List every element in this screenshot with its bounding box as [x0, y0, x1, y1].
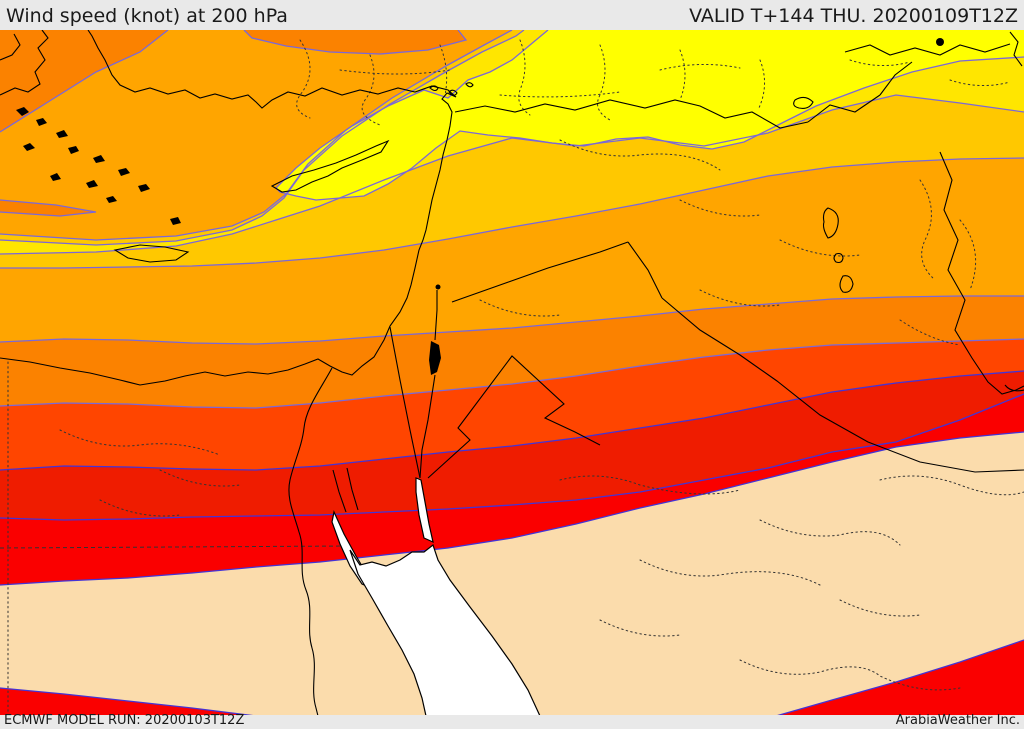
- sea-of-galilee: [435, 284, 441, 290]
- crete-island: [113, 244, 190, 263]
- patch-dark-orange-topcenter: [244, 30, 466, 54]
- israel-jordan-border: [419, 290, 438, 479]
- jordan-saudi-border: [427, 355, 601, 479]
- credit-bar: ECMWF MODEL RUN: 20200103T12Z ArabiaWeat…: [0, 713, 1024, 729]
- iraq-saudi-border: [661, 297, 1024, 473]
- lake-van: [793, 96, 814, 109]
- contour-lines-blue: [0, 370, 1024, 715]
- greece-coast: [0, 30, 49, 96]
- egypt-israel-border: [389, 326, 421, 479]
- iraq-lakes: [833, 252, 854, 293]
- coastlines-borders: [0, 30, 1024, 715]
- syria-jordan-border: [451, 241, 629, 303]
- filled-islands-lakes: [16, 38, 944, 375]
- lake-sevan: [936, 38, 944, 46]
- dead-sea: [429, 341, 441, 375]
- mediterranean-coastline: [0, 30, 457, 386]
- wedge-red-bottomleft: [0, 688, 248, 715]
- contour-lines-purple: [0, 30, 1024, 409]
- greece-coast-2: [0, 33, 21, 61]
- map-title: Wind speed (knot) at 200 hPa: [6, 5, 288, 27]
- jordan-iraq-border: [627, 241, 663, 299]
- lake-urmia: [822, 207, 839, 239]
- brand-label: ArabiaWeather Inc.: [895, 713, 1020, 728]
- caspian-corner: [1009, 31, 1023, 67]
- nile-river: [288, 367, 333, 715]
- iran-iraq-border: [939, 151, 1024, 395]
- valid-time-label: VALID T+144 THU. 20200109T12Z: [689, 5, 1018, 27]
- persian-gulf-tip: [1004, 384, 1024, 392]
- suez-gulf-head: [332, 467, 359, 513]
- gulf-of-aqaba: [415, 477, 434, 544]
- red-sea-body: [349, 544, 541, 715]
- title-bar: Wind speed (knot) at 200 hPa VALID T+144…: [0, 0, 1024, 30]
- wedge-red-bottomright: [779, 640, 1024, 715]
- caucasus-borders: [807, 43, 1011, 123]
- red-sea: [331, 477, 541, 715]
- band-bright-yellow: [276, 30, 1024, 200]
- model-run-label: ECMWF MODEL RUN: 20200103T12Z: [4, 713, 245, 728]
- admin-borders-dotted: [0, 39, 1024, 715]
- turkey-syria-border: [454, 99, 809, 129]
- patch-dark-orange-leftedge: [0, 200, 96, 216]
- turkish-lakes: [429, 82, 474, 96]
- weather-map: [0, 30, 1024, 715]
- cyprus-island: [270, 139, 390, 193]
